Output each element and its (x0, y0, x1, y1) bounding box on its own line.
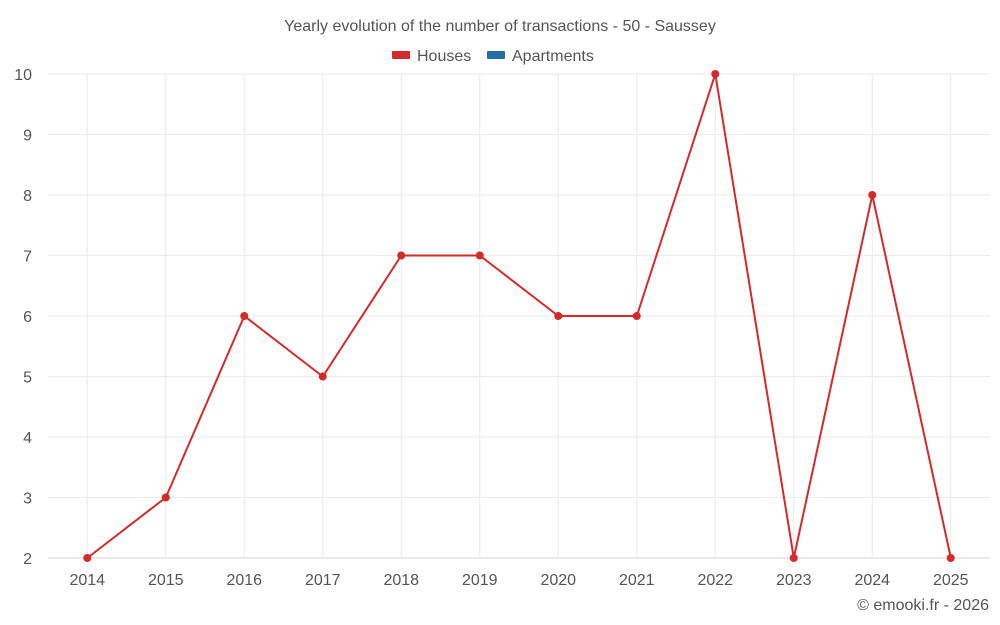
data-point-houses-2015[interactable] (161, 493, 170, 502)
x-tick-label-2015: 2015 (148, 572, 184, 589)
x-tick-label-2016: 2016 (226, 572, 262, 589)
data-point-houses-2025[interactable] (946, 554, 955, 562)
legend-swatch-houses[interactable] (392, 51, 410, 59)
data-point-houses-2022[interactable] (711, 70, 720, 78)
legend-label-apartments[interactable]: Apartments (512, 48, 594, 65)
x-tick-label-2019: 2019 (462, 572, 498, 589)
x-tick-label-2018: 2018 (383, 572, 419, 589)
y-tick-label-9: 9 (23, 128, 32, 145)
x-tick-label-2020: 2020 (540, 572, 576, 589)
x-tick-label-2022: 2022 (697, 572, 733, 589)
y-tick-label-8: 8 (23, 188, 32, 205)
data-point-houses-2018[interactable] (397, 251, 406, 260)
grid (48, 73, 990, 559)
y-tick-label-7: 7 (23, 249, 32, 266)
chart-title: Yearly evolution of the number of transa… (284, 18, 716, 35)
data-point-houses-2020[interactable] (554, 312, 563, 320)
y-tick-label-6: 6 (23, 309, 32, 326)
legend-swatch-apartments[interactable] (487, 51, 505, 59)
x-tick-label-2024: 2024 (854, 572, 890, 589)
y-tick-label-5: 5 (23, 370, 32, 387)
y-tick-label-4: 4 (23, 430, 32, 447)
data-point-houses-2019[interactable] (475, 251, 484, 260)
y-tick-label-2: 2 (23, 551, 32, 568)
x-tick-label-2017: 2017 (305, 572, 341, 589)
legend: Houses Apartments (392, 48, 594, 65)
y-tick-label-3: 3 (23, 491, 32, 508)
x-tick-label-2025: 2025 (933, 572, 969, 589)
data-point-houses-2017[interactable] (318, 372, 327, 381)
x-tick-label-2014: 2014 (69, 572, 105, 589)
data-point-houses-2023[interactable] (789, 554, 798, 562)
credit-text: © emooki.fr - 2026 (857, 597, 989, 614)
data-point-houses-2021[interactable] (632, 312, 641, 320)
data-point-houses-2016[interactable] (240, 312, 249, 320)
x-tick-label-2023: 2023 (776, 572, 812, 589)
x-axis: 2014 2015 2016 2017 2018 2019 2020 2021 2022 2023… (69, 572, 968, 589)
legend-label-houses[interactable]: Houses (417, 48, 471, 65)
y-tick-label-10: 10 (14, 67, 32, 84)
series-layer (83, 70, 955, 562)
series-line-houses (86, 73, 952, 559)
data-point-houses-2014[interactable] (83, 554, 92, 562)
y-axis: 2 3 4 5 6 7 8 9 10 (14, 67, 32, 568)
data-point-houses-2024[interactable] (868, 191, 877, 199)
x-tick-label-2021: 2021 (619, 572, 655, 589)
